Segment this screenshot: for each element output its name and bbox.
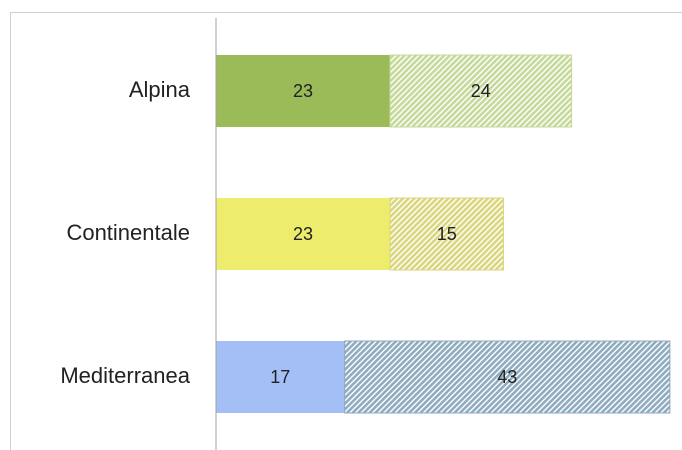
bar-segment xyxy=(389,54,573,128)
bar-segment xyxy=(216,55,390,127)
data-label: 43 xyxy=(497,367,517,387)
data-label: 24 xyxy=(471,81,491,101)
data-label: 23 xyxy=(293,224,313,244)
bar-segment xyxy=(389,197,504,271)
y-tick-label: Alpina xyxy=(129,77,191,102)
bar-segment xyxy=(216,198,390,270)
y-tick-label: Continentale xyxy=(66,220,190,245)
y-tick-label: Mediterranea xyxy=(60,363,190,388)
bar-segment xyxy=(344,340,671,414)
data-label: 23 xyxy=(293,81,313,101)
bar-segment xyxy=(216,341,345,413)
data-label: 15 xyxy=(437,224,457,244)
data-label: 17 xyxy=(270,367,290,387)
chart-frame xyxy=(10,12,682,450)
